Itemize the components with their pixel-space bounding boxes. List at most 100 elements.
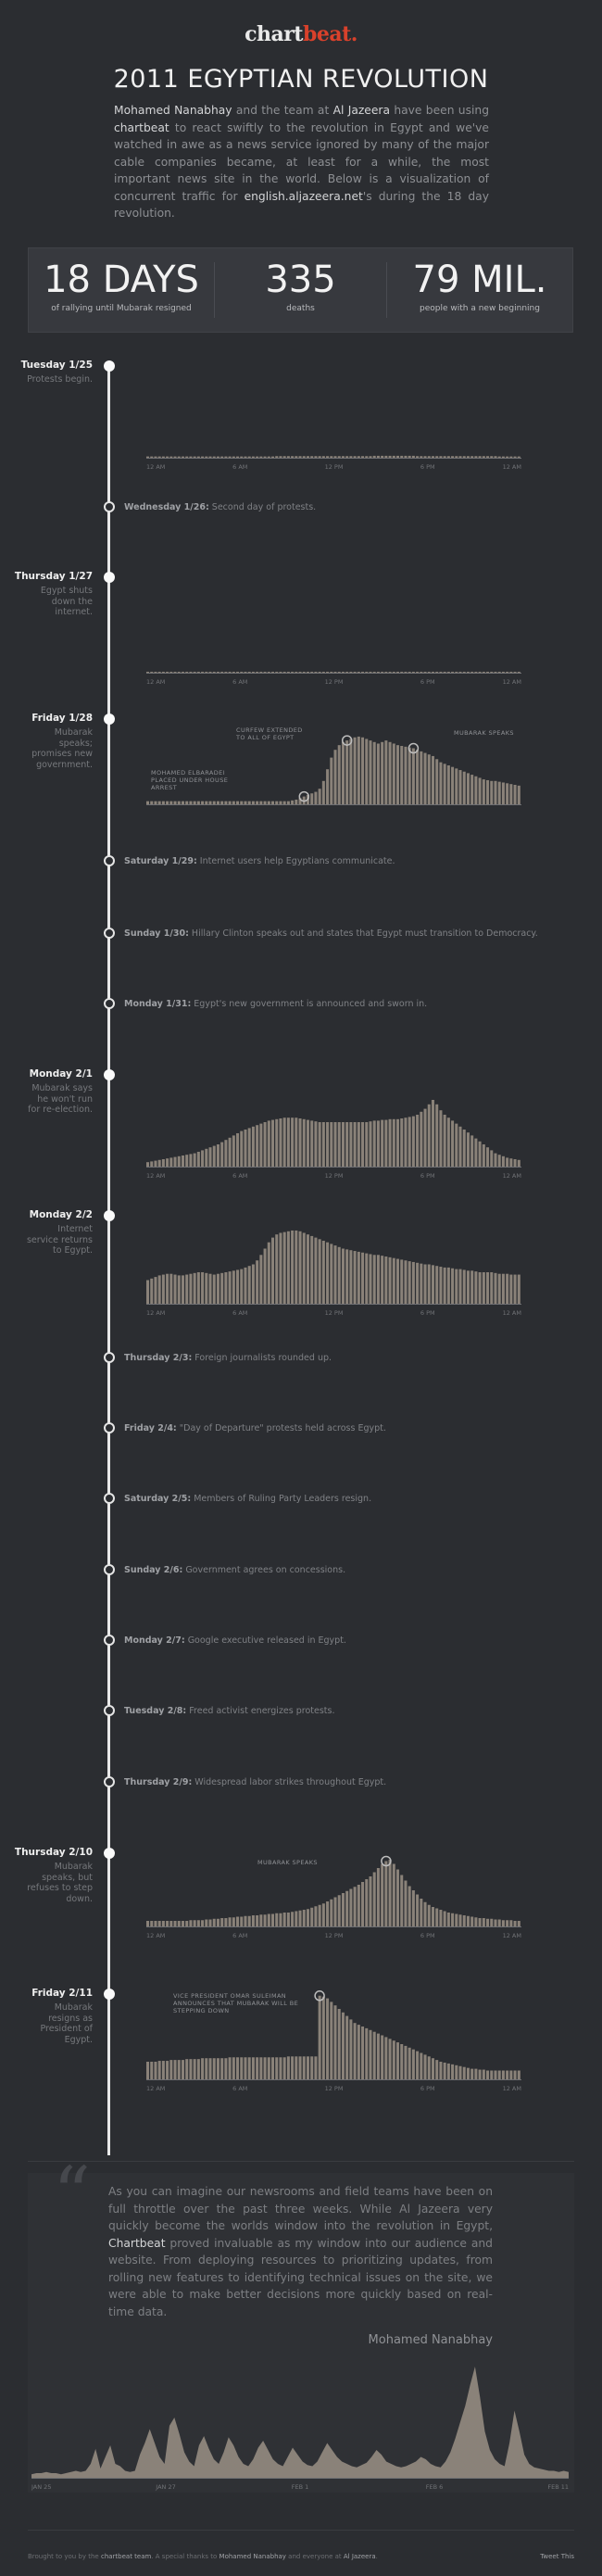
x-tick-label: 12 AM xyxy=(146,678,165,686)
bar xyxy=(513,1921,517,1926)
bar xyxy=(157,456,161,458)
bar xyxy=(435,759,439,804)
bar xyxy=(361,1122,365,1167)
bar xyxy=(501,456,505,458)
intro-site-link[interactable]: english.aljazeera.net xyxy=(244,189,363,203)
bar xyxy=(314,1906,318,1926)
bar xyxy=(166,801,169,804)
timeline-dot[interactable] xyxy=(104,1989,115,2000)
bar xyxy=(267,1120,270,1167)
bar xyxy=(302,1118,306,1167)
timeline-dot[interactable] xyxy=(104,1564,115,1575)
timeline-dot[interactable] xyxy=(104,855,115,866)
bar xyxy=(271,456,275,458)
bar xyxy=(482,671,485,673)
bar xyxy=(423,671,427,673)
bar xyxy=(318,671,321,673)
timeline-dot[interactable] xyxy=(104,501,115,512)
minor-event: Sunday 1/30: Hillary Clinton speaks out … xyxy=(124,928,538,939)
footer-person-link[interactable]: Mohamed Nanabhay xyxy=(219,2553,286,2560)
bar xyxy=(470,775,474,804)
event-desc: Mubarak speaks; promises new government. xyxy=(31,727,93,770)
bar xyxy=(376,1868,380,1926)
bar xyxy=(310,1907,314,1926)
bar xyxy=(411,1116,415,1167)
minor-event-date: Monday 1/31: xyxy=(124,999,192,1009)
bar xyxy=(478,1272,482,1304)
bar xyxy=(275,671,279,673)
timeline-dot[interactable] xyxy=(104,928,115,939)
section-divider xyxy=(28,2161,574,2162)
minor-event-date: Saturday 2/5: xyxy=(124,1494,192,1504)
minor-event-date: Tuesday 2/8: xyxy=(124,1706,187,1716)
bar xyxy=(247,2057,251,2079)
footer-org-link[interactable]: Al Jazeera xyxy=(343,2553,376,2560)
bar xyxy=(330,456,333,458)
bar xyxy=(357,671,360,673)
bar xyxy=(298,671,302,673)
bar xyxy=(513,456,517,458)
timeline-dot[interactable] xyxy=(104,1210,115,1221)
x-tick-label: 12 AM xyxy=(146,1172,165,1180)
bar xyxy=(466,456,470,458)
bar xyxy=(353,1122,357,1167)
bar xyxy=(446,456,450,458)
timeline-dot[interactable] xyxy=(104,1422,115,1433)
bar xyxy=(318,1904,321,1926)
bar xyxy=(369,456,372,458)
bar xyxy=(361,2027,365,2079)
timeline-dot[interactable] xyxy=(104,998,115,1009)
intro-tool-link[interactable]: chartbeat xyxy=(114,120,169,134)
bar xyxy=(376,1255,380,1304)
bar xyxy=(295,799,298,804)
bar xyxy=(201,2058,205,2079)
bar xyxy=(282,2057,286,2079)
timeline-dot[interactable] xyxy=(104,1352,115,1363)
x-tick-label: 12 PM xyxy=(325,678,344,686)
tweet-this-link[interactable]: Tweet This xyxy=(540,2553,574,2560)
bar xyxy=(470,1916,474,1926)
timeline-dot[interactable] xyxy=(104,1069,115,1080)
bar xyxy=(506,1273,509,1304)
bar xyxy=(256,1125,259,1167)
bar xyxy=(286,456,290,458)
timeline-dot[interactable] xyxy=(104,360,115,372)
x-tick-label: 12 PM xyxy=(325,2085,344,2092)
event-desc: Egypt shuts down the internet. xyxy=(40,586,93,617)
timeline-dot[interactable] xyxy=(104,1776,115,1787)
bar xyxy=(439,762,443,804)
footer-team-link[interactable]: chartbeat team xyxy=(100,2553,152,2560)
bar xyxy=(279,1232,282,1304)
bar xyxy=(161,671,165,673)
bar xyxy=(154,801,157,804)
bar xyxy=(443,764,446,804)
bar xyxy=(240,2057,244,2079)
bar xyxy=(455,456,458,458)
bar xyxy=(271,1237,275,1304)
bar xyxy=(411,2049,415,2079)
bar xyxy=(236,456,240,458)
bar xyxy=(271,2057,275,2079)
bar xyxy=(353,2023,357,2079)
bar xyxy=(181,1921,184,1926)
chartbeat-logo[interactable]: chartbeat. xyxy=(0,22,602,46)
footer-text-3: and everyone at xyxy=(285,2553,344,2560)
timeline-dot[interactable] xyxy=(104,1635,115,1646)
bar xyxy=(423,752,427,804)
timeline-dot[interactable] xyxy=(104,572,115,583)
event-desc: Mubarak resigns as President of Egypt. xyxy=(40,2002,94,2045)
bar xyxy=(232,1135,235,1167)
bar xyxy=(427,1104,431,1167)
bar xyxy=(157,1159,161,1167)
bar xyxy=(193,1272,196,1304)
timeline-dot[interactable] xyxy=(104,713,115,725)
timeline-dot[interactable] xyxy=(104,1705,115,1716)
timeline-dot[interactable] xyxy=(104,1493,115,1504)
bar xyxy=(337,1122,341,1167)
bar xyxy=(302,671,306,673)
bar xyxy=(337,671,341,673)
timeline-dot[interactable] xyxy=(104,1848,115,1859)
bar xyxy=(236,2057,240,2079)
bar xyxy=(345,2015,349,2079)
bar xyxy=(333,1122,337,1167)
